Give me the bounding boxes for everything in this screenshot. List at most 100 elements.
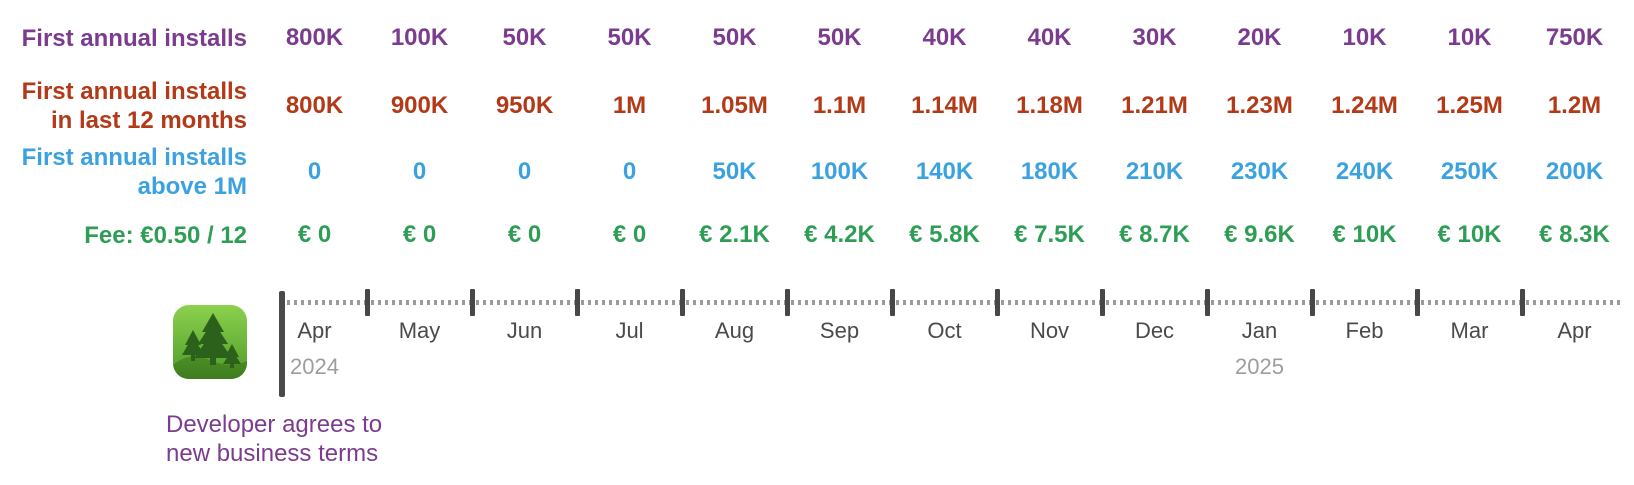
timeline-tick (889, 289, 895, 316)
value-cell: 240K (1335, 158, 1394, 185)
value-cell: € 0 (612, 221, 647, 248)
timeline-tick (784, 289, 790, 316)
value-cell: 50K (607, 24, 652, 51)
timeline-start-marker (279, 291, 285, 397)
value-cell: 30K (1132, 24, 1177, 51)
timeline-tick (679, 289, 685, 316)
value-cell: € 10K (1332, 221, 1397, 248)
value-cell: 1.1M (812, 92, 867, 119)
value-cell: € 2.1K (699, 221, 770, 248)
value-cell: 100K (810, 158, 869, 185)
timeline-tick (364, 289, 370, 316)
month-label: Feb (1345, 318, 1384, 343)
value-cell: 250K (1440, 158, 1499, 185)
value-cell: 1.24M (1331, 92, 1398, 119)
month-label: May (398, 318, 441, 343)
value-cell: 100K (390, 24, 449, 51)
timeline-tick (1099, 289, 1105, 316)
timeline-dotted-line (287, 300, 1624, 305)
value-cell: 1.21M (1121, 92, 1188, 119)
value-cell: 50K (712, 158, 757, 185)
month-label: Jan (1241, 318, 1278, 343)
value-cell: 40K (922, 24, 967, 51)
rolling-12-month-installs-row: First annual installs in last 12 months … (0, 66, 1634, 146)
timeline-tick (1309, 289, 1315, 316)
month-label: Jun (506, 318, 543, 343)
value-cell: 750K (1545, 24, 1604, 51)
value-cell: 800K (285, 24, 344, 51)
label-line: First annual installs (21, 144, 247, 171)
value-cell: 140K (915, 158, 974, 185)
annotation-line: new business terms (166, 440, 379, 467)
year-label: 2024 (290, 354, 339, 379)
value-cell: 1.18M (1016, 92, 1083, 119)
value-cell: 1.14M (911, 92, 978, 119)
value-cell: 50K (817, 24, 862, 51)
value-cell: 40K (1027, 24, 1072, 51)
timeline-tick (574, 289, 580, 316)
first-annual-installs-row: First annual installs 800K 100K 50K 50K … (0, 14, 1634, 62)
forest-app-icon (173, 305, 247, 379)
annotation-line: Developer agrees to (166, 411, 383, 438)
value-cell: 0 (622, 158, 637, 185)
value-cell: 50K (712, 24, 757, 51)
annotation-text: Developer agrees to new business terms (166, 410, 382, 468)
value-cell: 0 (517, 158, 532, 185)
timeline-tick (1204, 289, 1210, 316)
timeline-tick (994, 289, 1000, 316)
month-label: Dec (1134, 318, 1175, 343)
first-annual-installs-label: First annual installs (0, 24, 262, 53)
month-label: Nov (1029, 318, 1070, 343)
installs-above-1m-row: First annual installs above 1M 0 0 0 0 5… (0, 144, 1634, 200)
value-cell: 10K (1447, 24, 1492, 51)
value-cell: € 7.5K (1014, 221, 1085, 248)
fee-label: Fee: €0.50 / 12 (0, 221, 262, 250)
value-cell: 20K (1237, 24, 1282, 51)
rolling-12-month-installs-label: First annual installs in last 12 months (0, 77, 262, 135)
month-label: Sep (819, 318, 860, 343)
value-cell: 1M (612, 92, 647, 119)
value-cell: 1.2M (1547, 92, 1602, 119)
value-cell: 180K (1020, 158, 1079, 185)
label-line: First annual installs (21, 78, 247, 105)
timeline-tick (1414, 289, 1420, 316)
label-line: Fee: €0.50 / 12 (84, 221, 247, 249)
value-cell: € 8.7K (1119, 221, 1190, 248)
timeline-tick (1519, 289, 1525, 316)
value-cell: 210K (1125, 158, 1184, 185)
value-cell: 1.23M (1226, 92, 1293, 119)
month-label: Oct (927, 318, 962, 343)
month-axis: Apr May Jun Jul Aug Sep Oct Nov Dec Jan … (262, 318, 1627, 344)
value-cell: 950K (495, 92, 554, 119)
month-label: Apr (1557, 318, 1592, 343)
label-line: in last 12 months (50, 107, 247, 134)
value-cell: 200K (1545, 158, 1604, 185)
value-cell: 1.25M (1436, 92, 1503, 119)
value-cell: 10K (1342, 24, 1387, 51)
value-cell: € 0 (402, 221, 437, 248)
year-label: 2025 (1235, 354, 1284, 379)
value-cell: 900K (390, 92, 449, 119)
value-cell: € 8.3K (1539, 221, 1610, 248)
timeline-tick (469, 289, 475, 316)
label-line: First annual installs (21, 24, 247, 52)
value-cell: 0 (307, 158, 322, 185)
month-label: Jul (615, 318, 644, 343)
value-cell: € 0 (507, 221, 542, 248)
month-label: Apr (297, 318, 332, 343)
value-cell: 50K (502, 24, 547, 51)
value-cell: € 4.2K (804, 221, 875, 248)
value-cell: € 10K (1437, 221, 1502, 248)
value-cell: € 0 (297, 221, 332, 248)
month-label: Mar (1450, 318, 1489, 343)
value-cell: € 5.8K (909, 221, 980, 248)
value-cell: € 9.6K (1224, 221, 1295, 248)
month-label: Aug (714, 318, 755, 343)
value-cell: 230K (1230, 158, 1289, 185)
value-cell: 1.05M (701, 92, 768, 119)
value-cell: 0 (412, 158, 427, 185)
value-cell: 800K (285, 92, 344, 119)
label-line: above 1M (137, 173, 247, 200)
fee-row: Fee: €0.50 / 12 € 0 € 0 € 0 € 0 € 2.1K €… (0, 212, 1634, 258)
